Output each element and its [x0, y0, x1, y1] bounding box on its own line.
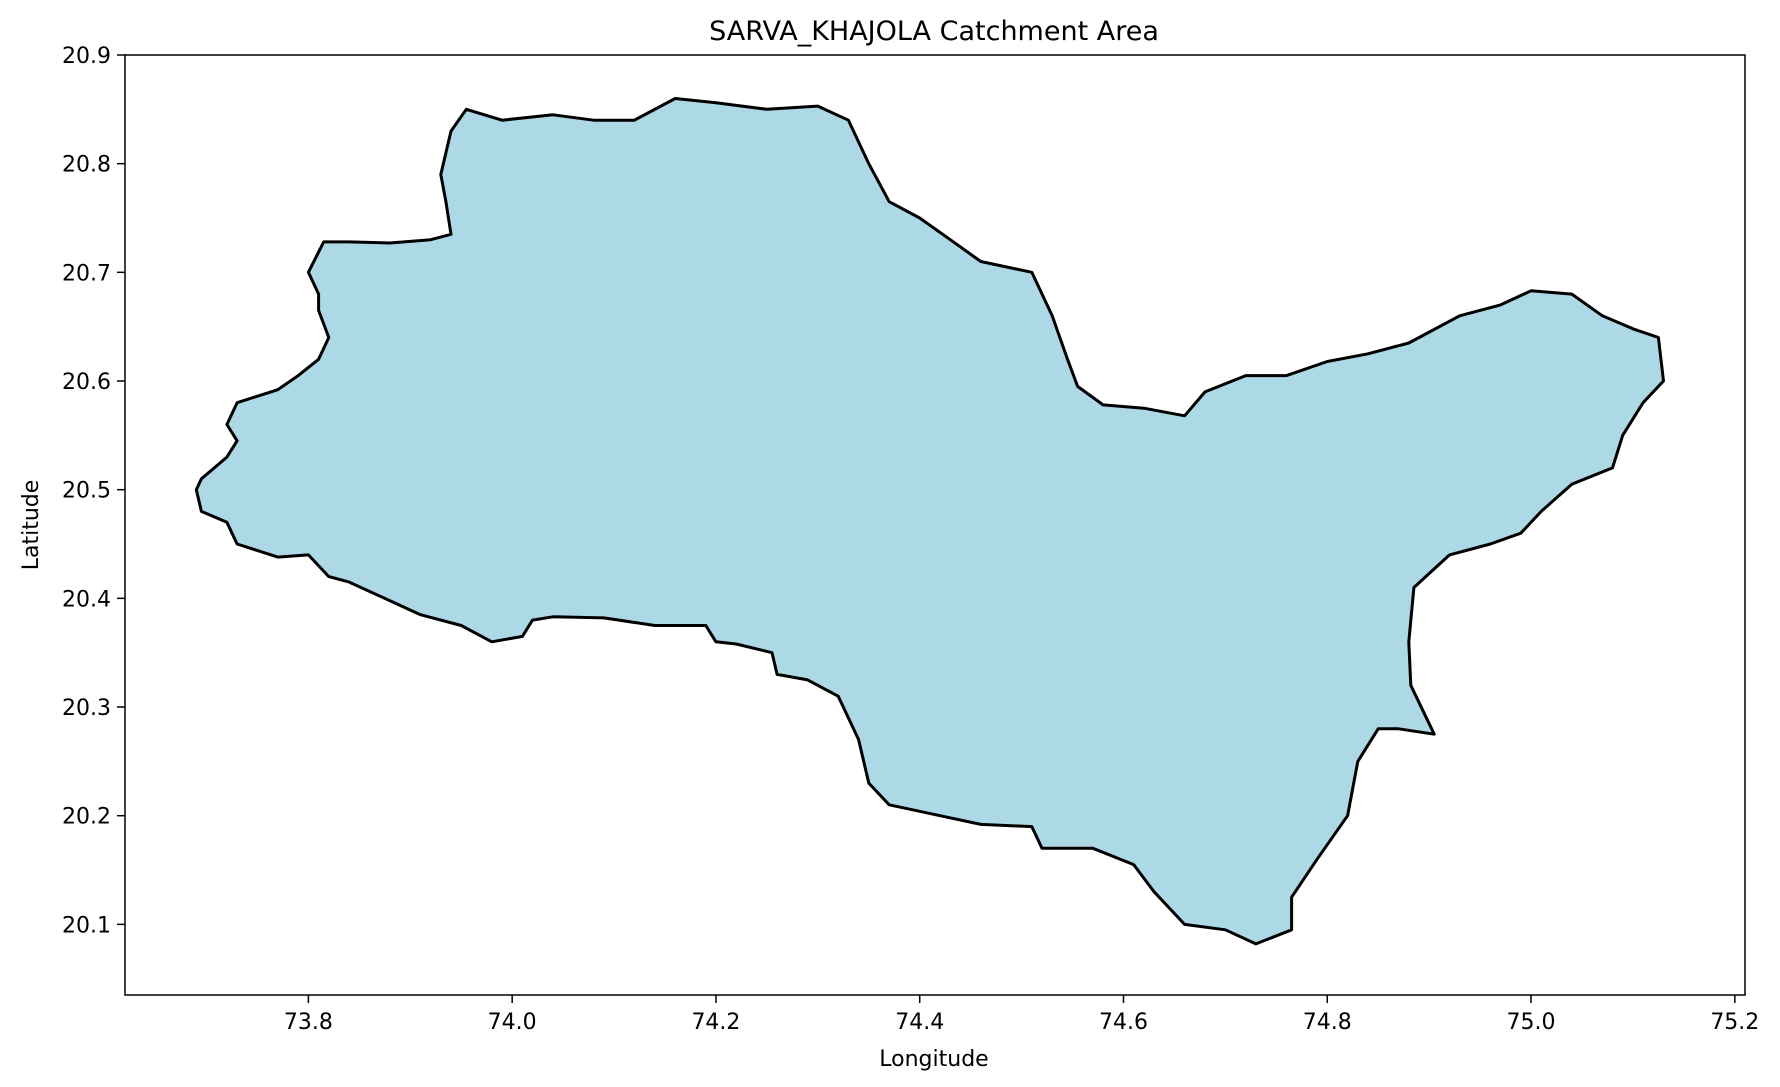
chart-title: SARVA_KHAJOLA Catchment Area — [709, 16, 1159, 47]
axes-frame — [124, 54, 1746, 996]
x-tick-label: 75.2 — [1710, 1010, 1759, 1035]
x-tick-label: 74.0 — [488, 1010, 537, 1035]
y-tick-label: 20.8 — [62, 153, 111, 178]
y-tick-label: 20.3 — [62, 696, 111, 721]
x-tick-label: 75.0 — [1507, 1010, 1556, 1035]
x-axis-label: Longitude — [879, 1047, 988, 1072]
catchment-boundary-polygon — [194, 97, 1665, 946]
y-tick-label: 20.5 — [62, 479, 111, 504]
y-tick-label: 20.1 — [62, 913, 111, 938]
y-axis-label: Latitude — [19, 480, 44, 571]
y-tick-label: 20.2 — [62, 805, 111, 830]
plot-area — [124, 54, 1746, 996]
x-tick-label: 74.6 — [1099, 1010, 1148, 1035]
y-tick-label: 20.4 — [62, 587, 111, 612]
x-tick-label: 74.8 — [1303, 1010, 1352, 1035]
y-tick-label: 20.9 — [62, 44, 111, 69]
x-tick-label: 74.4 — [895, 1010, 944, 1035]
x-axis-ticks: 73.8 74.0 74.2 74.4 74.6 74.8 75.0 75.2 — [284, 995, 1759, 1035]
x-tick-label: 73.8 — [284, 1010, 333, 1035]
y-axis-ticks: 20.1 20.2 20.3 20.4 20.5 20.6 20.7 20.8 20.9 — [62, 44, 125, 938]
x-tick-label: 74.2 — [691, 1010, 740, 1035]
y-tick-label: 20.7 — [62, 261, 111, 286]
y-tick-label: 20.6 — [62, 370, 111, 395]
